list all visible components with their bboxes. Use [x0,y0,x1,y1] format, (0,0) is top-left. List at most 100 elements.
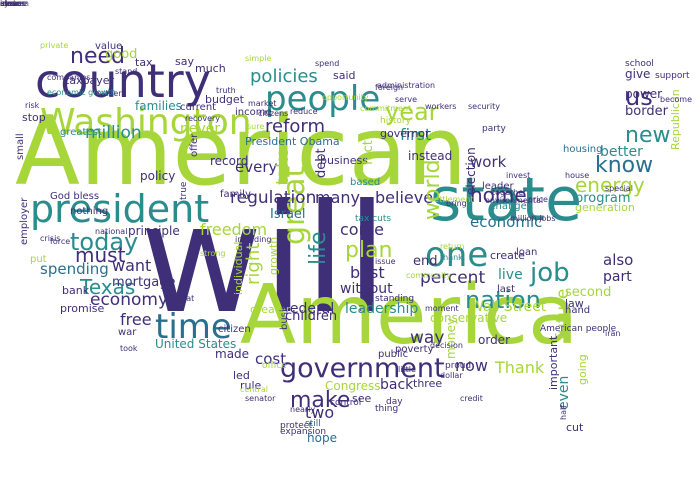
word-said: said [333,69,356,82]
word-rather: rather [97,89,122,98]
word-economy: economy [90,290,169,310]
word-nearly: nearly [290,405,316,414]
word-bank: bank [62,284,90,297]
word-congress: Congress [325,379,381,393]
word-first: first [400,125,432,144]
word-citizen: citizen [218,324,251,335]
word-true: true [179,181,189,200]
word-believe: believe [375,188,434,207]
word-family: family [220,189,251,200]
word-value: value [95,41,123,52]
word-election: election [464,147,478,195]
word-sure: sure [247,122,265,131]
word-plan: plan [345,238,393,263]
word-individual: individual [232,241,245,295]
word-standing: standing [375,294,415,304]
word-create: create [490,249,525,262]
word-spend: spend [315,59,340,68]
word-generation: generation [575,201,635,214]
word-country: country [35,54,211,108]
word-also: also [603,251,634,269]
word-many: many [315,188,360,207]
word-house: house [565,171,590,180]
word-program: program [575,191,631,206]
word-protect: protect [280,421,313,431]
word-live: live [498,267,523,283]
word-citizens: citizens [258,109,289,118]
word-cut: cut [566,421,584,434]
word-invest: invest [506,171,531,180]
word-employer: employer [19,197,30,245]
word-opportunity: opportunity [322,93,369,102]
word-washington: Washington [40,102,252,143]
word-see: see [352,392,372,405]
word-iran: iran [605,329,621,338]
word-order: order [478,333,510,347]
word-now: now [455,356,489,375]
word-three: three [413,377,443,390]
word-need: need [70,44,125,69]
word-percent: percent [420,268,486,288]
word-strong: strong [200,249,226,258]
word-administration: administration [377,81,436,90]
word-want: want [112,256,152,275]
word-free: free [120,310,152,329]
word-home: home [470,183,527,207]
word-two: two [305,403,335,422]
word-settlement: settlement [430,195,474,204]
word-much: much [195,62,226,75]
word-know: know [595,153,654,178]
word-leader: leader [482,181,514,192]
word-senator: senator [245,394,276,403]
word-workers: workers [425,102,457,111]
word-crisis: crisis [40,234,61,243]
word-time: time [155,307,232,347]
word-budget: budget [205,93,244,106]
word-recovery: recovery [185,114,221,123]
word-war: war [118,327,137,338]
word-made: made [215,347,250,361]
word-including: including [235,235,272,244]
word-expansion: expansion [280,427,327,437]
word-history: history [380,116,411,126]
word-united-states: United States [155,337,237,351]
word-ensure: ensure [0,0,28,8]
word-power: power [625,87,663,101]
word-take: take [273,148,293,185]
word-governor: governor [380,127,430,140]
word-small: small [15,133,26,160]
word-threat: threat [170,294,195,303]
word-little: little [398,365,416,374]
word-families: families [135,99,182,113]
word-risk: risk [25,101,40,110]
word-end: end [413,254,438,269]
word-conservative: conservative [430,311,508,325]
word-promise: promise [60,302,105,315]
word-serve: serve [395,95,418,104]
word-hope: hope [307,431,337,445]
word-every: every [235,158,278,176]
word-texas: Texas [80,275,136,299]
word-energy: energy [575,173,645,197]
word-must: must [75,243,126,267]
word-never: never [180,121,221,137]
word-foreign: foreign [375,83,404,92]
word-business: business [320,154,368,167]
word-nothing: nothing [70,206,109,217]
word-economic-growth: economic growth [47,88,116,97]
word-greatest: greatest [60,127,102,138]
word-leadership: leadership [345,301,419,317]
word-fact: fact [361,140,376,165]
word-cost: cost [255,350,287,368]
word-stop: stop [22,111,46,124]
word-money: money [444,317,458,359]
word-last: last [497,284,516,295]
word-record: record [210,154,249,168]
word-together: together [492,188,527,197]
word-office: office [262,361,287,371]
word-taxpayer: taxpayer [65,74,115,87]
word-based: based [350,177,381,188]
word-border: border [625,104,668,119]
word-truth: truth [216,86,236,95]
